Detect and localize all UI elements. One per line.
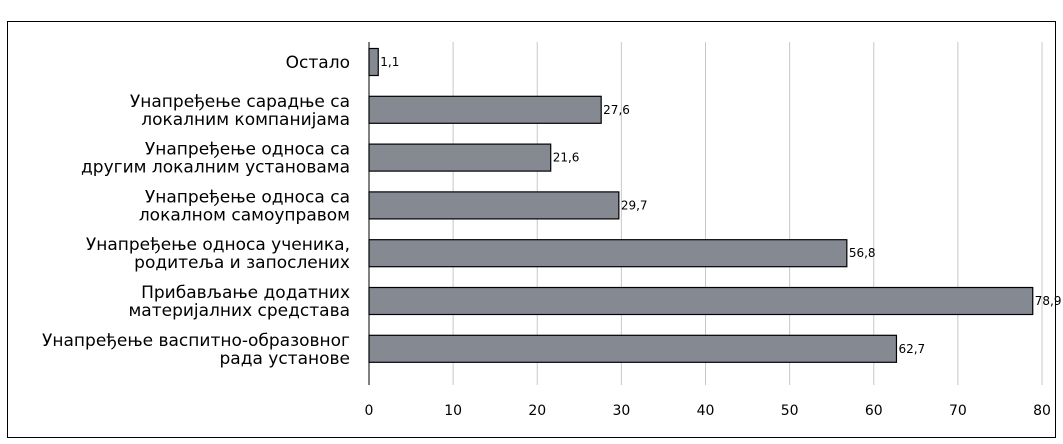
- chart-frame: [7, 21, 1056, 438]
- category-label: локалном самоуправом: [139, 205, 350, 225]
- bar: [368, 286, 1034, 316]
- bar: [368, 334, 898, 363]
- x-tick-label: 30: [612, 403, 630, 419]
- category-label: Унапређење односа са: [145, 187, 350, 207]
- data-label: 1,1: [380, 55, 399, 69]
- bar: [368, 239, 848, 268]
- x-tick-label: 70: [949, 403, 967, 419]
- data-label: 21,6: [553, 151, 580, 165]
- category-label: локалним компанијама: [141, 110, 350, 130]
- category-label: Унапређење односа са: [145, 140, 350, 160]
- x-tick-label: 20: [528, 403, 546, 419]
- category-label: рада установе: [219, 349, 350, 369]
- data-label: 29,7: [621, 198, 648, 212]
- bar: [368, 143, 552, 172]
- category-label: Унапређење васпитно-образовног: [42, 331, 350, 351]
- category-label: Остало: [286, 53, 350, 73]
- category-label: материјалних средстава: [128, 301, 350, 321]
- category-label: родитеља и запослених: [134, 253, 350, 273]
- category-label: Унапређење односа ученика,: [86, 235, 350, 255]
- x-tick-label: 80: [1033, 403, 1051, 419]
- x-tick-label: 10: [444, 403, 462, 419]
- data-label: 27,6: [603, 103, 630, 117]
- x-tick-label: 40: [697, 403, 715, 419]
- bar: [368, 191, 620, 220]
- bar: [368, 95, 602, 124]
- x-tick-label: 60: [865, 403, 883, 419]
- data-label: 56,8: [849, 246, 876, 260]
- bar: [368, 47, 379, 77]
- category-label: Унапређење сарадње са: [130, 92, 350, 112]
- data-label: 62,7: [898, 342, 925, 356]
- data-label: 78,9: [1035, 294, 1062, 308]
- category-label: другим локалним установама: [81, 158, 350, 178]
- x-tick-label: 0: [365, 403, 374, 419]
- category-label: Прибављање додатних: [141, 283, 350, 303]
- x-tick-label: 50: [781, 403, 799, 419]
